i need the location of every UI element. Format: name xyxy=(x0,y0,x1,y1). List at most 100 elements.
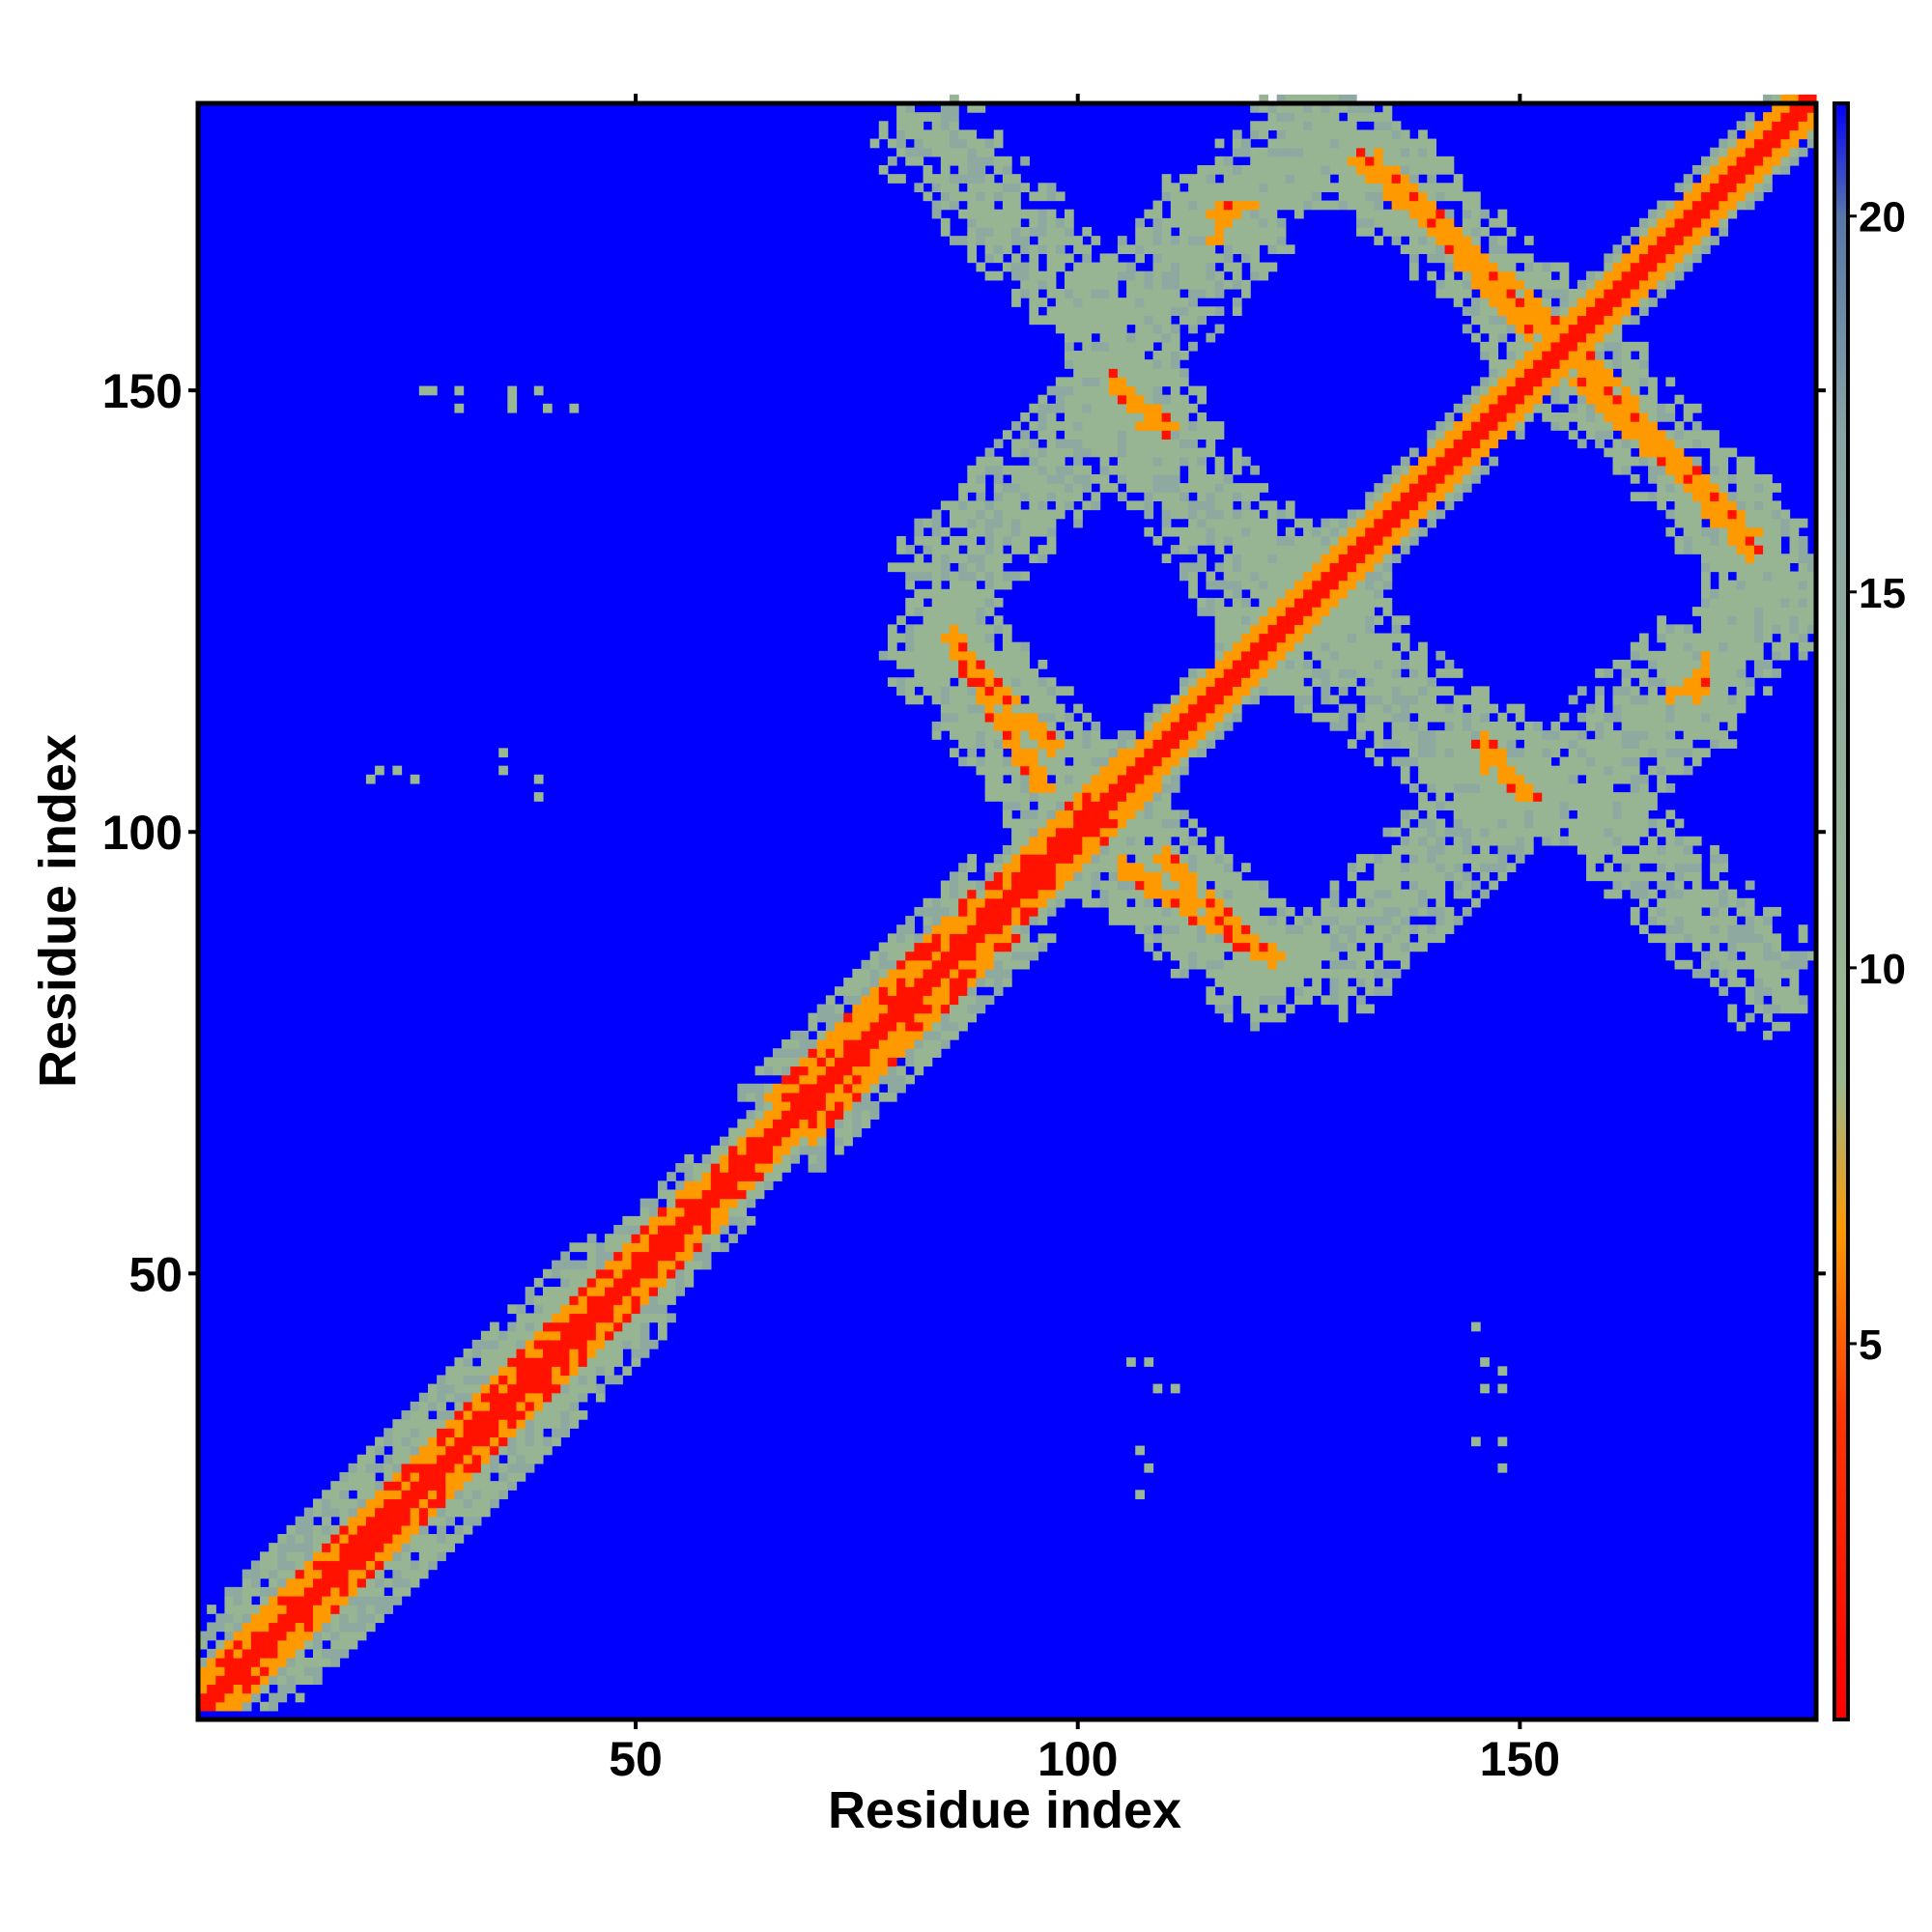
heatmap-cell xyxy=(923,933,933,944)
heatmap-cell xyxy=(1161,765,1172,776)
heatmap-cell xyxy=(905,1074,915,1085)
heatmap-cell xyxy=(984,607,995,616)
heatmap-cell xyxy=(1321,624,1331,635)
heatmap-cell xyxy=(1152,535,1163,546)
heatmap-cell xyxy=(1011,827,1021,838)
heatmap-cell xyxy=(1453,483,1463,493)
heatmap-cell xyxy=(392,1428,403,1438)
heatmap-cell xyxy=(1152,244,1163,255)
heatmap-cell xyxy=(1347,121,1357,131)
heatmap-cell xyxy=(1073,810,1083,820)
heatmap-cell xyxy=(1232,686,1242,696)
heatmap-cell xyxy=(1188,889,1198,899)
heatmap-cell xyxy=(1188,509,1198,520)
heatmap-cell xyxy=(1108,298,1119,307)
heatmap-cell xyxy=(1250,668,1260,678)
heatmap-cell xyxy=(754,1092,765,1102)
heatmap-cell xyxy=(1382,500,1393,511)
heatmap-cell xyxy=(667,1268,676,1279)
heatmap-cell xyxy=(1391,174,1402,184)
heatmap-cell xyxy=(905,1004,915,1014)
heatmap-cell xyxy=(1293,624,1304,635)
heatmap-cell xyxy=(533,1445,544,1456)
heatmap-cell xyxy=(931,897,942,908)
heatmap-cell xyxy=(1480,412,1490,422)
heatmap-cell xyxy=(869,1065,880,1076)
heatmap-cell xyxy=(1099,447,1110,458)
heatmap-cell xyxy=(1223,236,1234,245)
heatmap-cell xyxy=(1293,650,1304,661)
heatmap-cell xyxy=(1064,782,1074,793)
heatmap-cell xyxy=(330,1658,341,1667)
heatmap-cell xyxy=(763,1180,774,1191)
heatmap-cell xyxy=(1002,968,1012,979)
heatmap-cell xyxy=(1223,164,1234,175)
heatmap-cell xyxy=(312,1639,323,1650)
heatmap-cell xyxy=(984,633,995,643)
heatmap-cell xyxy=(1471,897,1481,908)
heatmap-cell xyxy=(1418,164,1428,175)
heatmap-cell xyxy=(1214,518,1225,528)
heatmap-cell xyxy=(339,1577,350,1588)
heatmap-cell xyxy=(1020,226,1030,237)
heatmap-cell xyxy=(657,1225,668,1235)
heatmap-cell xyxy=(1267,183,1278,193)
heatmap-cell xyxy=(1356,183,1366,193)
heatmap-cell xyxy=(1480,315,1490,326)
heatmap-cell xyxy=(887,1030,897,1040)
heatmap-cell xyxy=(1152,315,1163,326)
heatmap-cell xyxy=(950,871,959,882)
heatmap-cell xyxy=(286,1648,297,1659)
heatmap-cell xyxy=(1037,916,1048,925)
heatmap-cell xyxy=(1250,174,1260,184)
heatmap-cell xyxy=(1223,500,1234,511)
heatmap-cell xyxy=(1329,897,1340,908)
heatmap-cell xyxy=(1055,897,1065,908)
heatmap-cell xyxy=(454,403,465,413)
heatmap-cell xyxy=(1197,306,1208,317)
heatmap-cell xyxy=(984,756,995,767)
heatmap-cell xyxy=(542,1410,553,1420)
heatmap-cell xyxy=(1293,668,1304,678)
heatmap-cell xyxy=(1188,836,1198,846)
heatmap-cell xyxy=(384,1560,393,1571)
heatmap-cell xyxy=(1374,897,1384,908)
heatmap-cell xyxy=(1471,306,1481,317)
heatmap-cell xyxy=(1197,739,1208,749)
heatmap-cell xyxy=(516,1330,526,1341)
heatmap-cell xyxy=(569,1375,580,1385)
heatmap-cell xyxy=(1091,324,1101,334)
heatmap-cell xyxy=(1462,236,1472,245)
heatmap-cell xyxy=(471,1339,482,1350)
heatmap-cell xyxy=(1108,889,1119,899)
heatmap-cell xyxy=(790,1127,800,1138)
heatmap-cell xyxy=(1073,262,1083,272)
heatmap-cell xyxy=(1365,580,1375,590)
heatmap-cell xyxy=(463,1463,473,1473)
heatmap-cell xyxy=(365,1543,376,1552)
heatmap-cell xyxy=(1391,236,1402,245)
heatmap-cell xyxy=(1082,288,1093,298)
heatmap-cell xyxy=(1152,439,1163,449)
heatmap-cell xyxy=(1312,174,1322,184)
heatmap-cell xyxy=(667,1277,676,1288)
heatmap-cell xyxy=(1197,217,1208,228)
heatmap-cell xyxy=(684,1260,695,1270)
heatmap-cell xyxy=(631,1242,641,1253)
heatmap-cell xyxy=(410,1428,420,1438)
heatmap-cell xyxy=(923,686,933,696)
heatmap-cell xyxy=(1179,217,1189,228)
heatmap-cell xyxy=(233,1658,243,1667)
heatmap-cell xyxy=(330,1577,341,1588)
heatmap-cell xyxy=(1188,298,1198,307)
heatmap-cell xyxy=(1293,942,1304,952)
heatmap-cell xyxy=(869,1039,880,1049)
heatmap-cell xyxy=(808,1074,818,1085)
heatmap-cell xyxy=(1391,121,1402,131)
heatmap-cell xyxy=(1020,792,1030,802)
heatmap-cell xyxy=(1435,906,1446,917)
heatmap-cell xyxy=(896,562,906,573)
heatmap-cell xyxy=(1144,368,1154,378)
heatmap-cell xyxy=(392,1543,403,1552)
heatmap-cell xyxy=(1170,430,1180,440)
